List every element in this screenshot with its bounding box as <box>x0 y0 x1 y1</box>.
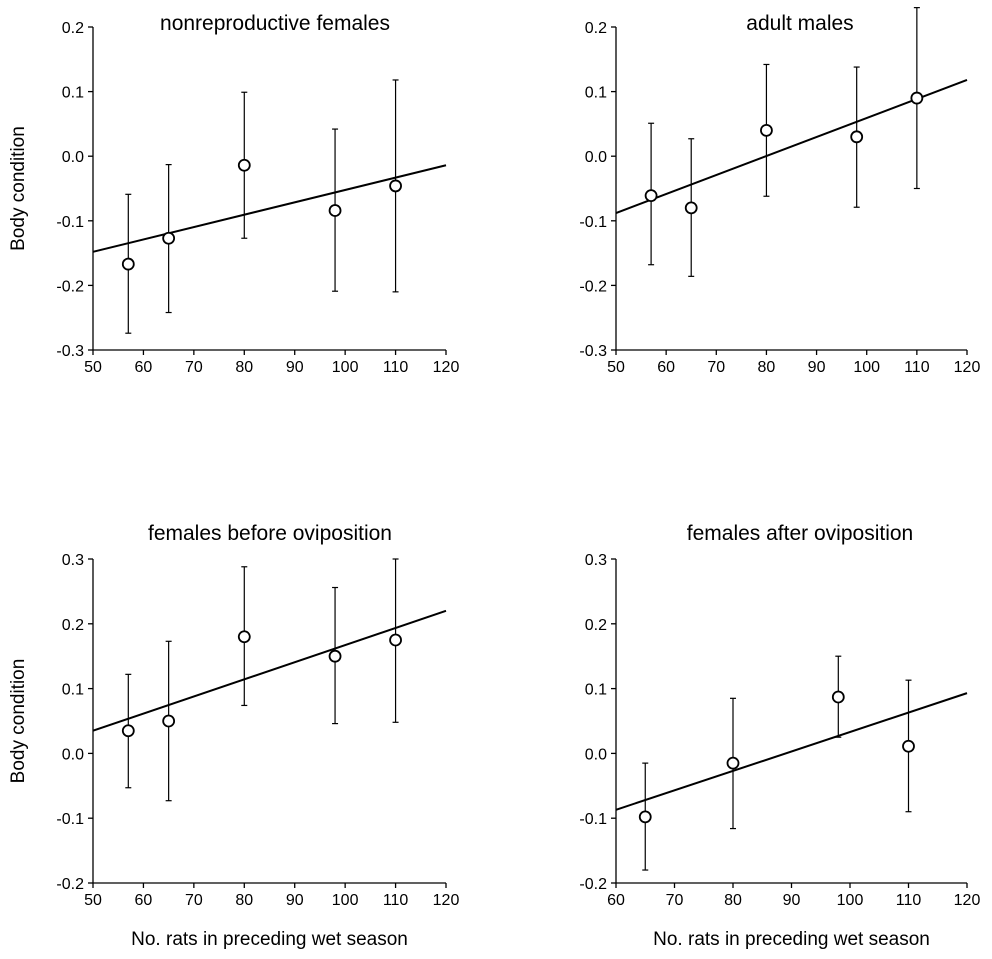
x-tick-label: 110 <box>904 359 930 376</box>
y-tick-label: -0.2 <box>56 876 84 893</box>
regression-line <box>615 79 968 214</box>
x-tick-label: 120 <box>954 359 981 376</box>
data-point <box>162 231 176 245</box>
y-tick-label: 0.2 <box>62 20 84 37</box>
data-point <box>328 204 342 217</box>
data-point <box>760 123 773 137</box>
y-axis-label: Body condition <box>8 659 29 784</box>
data-point <box>644 189 658 203</box>
y-tick-label: 0.0 <box>585 149 607 166</box>
data-point <box>726 756 740 770</box>
y-tick-label: -0.1 <box>56 811 84 828</box>
x-tick-label: 70 <box>707 359 725 376</box>
data-point <box>121 724 135 738</box>
x-tick-label: 70 <box>185 359 203 376</box>
panel-title: adult males <box>746 12 853 35</box>
data-point <box>121 257 135 271</box>
x-tick-label: 80 <box>724 892 742 909</box>
data-point <box>328 649 342 663</box>
regression-line <box>92 609 447 732</box>
y-tick-label: 0.2 <box>62 617 84 634</box>
x-tick-label: 60 <box>657 359 675 376</box>
x-tick-label: 100 <box>853 359 880 376</box>
x-axis-label: No. rats in preceding wet season <box>131 929 408 950</box>
data-point <box>684 201 698 215</box>
panel-1: nonreproductive females 50 60 70 80 90 100 110 1… <box>8 12 459 376</box>
y-tick-label: 0.2 <box>585 20 607 37</box>
data-point <box>162 714 176 728</box>
x-tick-label: 110 <box>383 359 409 376</box>
y-tick-label: -0.3 <box>579 343 607 360</box>
regression-line <box>92 164 447 253</box>
panel-title: nonreproductive females <box>160 12 390 35</box>
y-tick-label: 0.2 <box>585 617 607 634</box>
data-point <box>850 130 864 144</box>
x-tick-label: 110 <box>383 892 409 909</box>
x-tick-label: 60 <box>135 359 153 376</box>
y-tick-label: -0.1 <box>579 214 607 231</box>
panel-2: adult males 50 60 70 80 90 100 110 120 -0.3 -0.2 -0… <box>579 7 981 376</box>
regression-line <box>615 692 968 811</box>
data-point <box>237 158 251 172</box>
y-tick-label: -0.1 <box>579 811 607 828</box>
y-tick-label: -0.2 <box>56 278 84 295</box>
y-tick-label: 0.0 <box>62 746 84 763</box>
x-tick-label: 70 <box>666 892 684 909</box>
panel-4: females after oviposition 60 70 80 90 100 110 1… <box>579 522 980 950</box>
x-tick-label: 110 <box>896 892 922 909</box>
y-tick-label: -0.1 <box>56 214 84 231</box>
x-tick-label: 60 <box>607 892 625 909</box>
panel-title: females after oviposition <box>687 522 913 545</box>
data-point <box>237 630 251 644</box>
y-tick-label: 0.1 <box>62 85 84 102</box>
y-tick-label: -0.3 <box>56 343 84 360</box>
y-axis-label: Body condition <box>8 126 29 251</box>
x-tick-label: 80 <box>235 892 253 909</box>
x-tick-label: 50 <box>607 359 625 376</box>
x-tick-label: 90 <box>783 892 801 909</box>
y-tick-label: 0.3 <box>585 552 607 569</box>
panel-3: females before oviposition 50 60 70 80 90 100 1… <box>8 522 459 950</box>
x-tick-label: 80 <box>758 359 776 376</box>
y-tick-label: 0.1 <box>585 682 607 699</box>
panel-title: females before oviposition <box>148 522 392 545</box>
y-tick-label: 0.1 <box>585 85 607 102</box>
x-tick-label: 50 <box>84 359 102 376</box>
y-tick-label: -0.2 <box>579 876 607 893</box>
data-point <box>389 179 402 193</box>
x-tick-label: 100 <box>837 892 864 909</box>
data-point <box>638 810 652 824</box>
x-tick-label: 60 <box>135 892 153 909</box>
y-tick-label: 0.0 <box>62 149 84 166</box>
x-tick-label: 120 <box>433 359 460 376</box>
x-tick-label: 90 <box>286 892 304 909</box>
y-tick-label: -0.2 <box>579 278 607 295</box>
data-point <box>831 690 845 704</box>
x-axis-label: No. rats in preceding wet season <box>653 929 930 950</box>
y-tick-label: 0.3 <box>62 552 84 569</box>
x-tick-label: 120 <box>433 892 460 909</box>
x-tick-label: 100 <box>332 359 359 376</box>
x-tick-label: 50 <box>84 892 102 909</box>
data-point <box>910 91 924 105</box>
x-tick-label: 70 <box>185 892 203 909</box>
y-tick-label: 0.1 <box>62 682 84 699</box>
x-tick-label: 120 <box>954 892 981 909</box>
data-point <box>389 633 402 647</box>
x-tick-label: 90 <box>286 359 304 376</box>
data-point <box>902 739 915 753</box>
x-tick-label: 90 <box>808 359 826 376</box>
x-tick-label: 80 <box>235 359 253 376</box>
y-tick-label: 0.0 <box>585 746 607 763</box>
x-tick-label: 100 <box>332 892 359 909</box>
